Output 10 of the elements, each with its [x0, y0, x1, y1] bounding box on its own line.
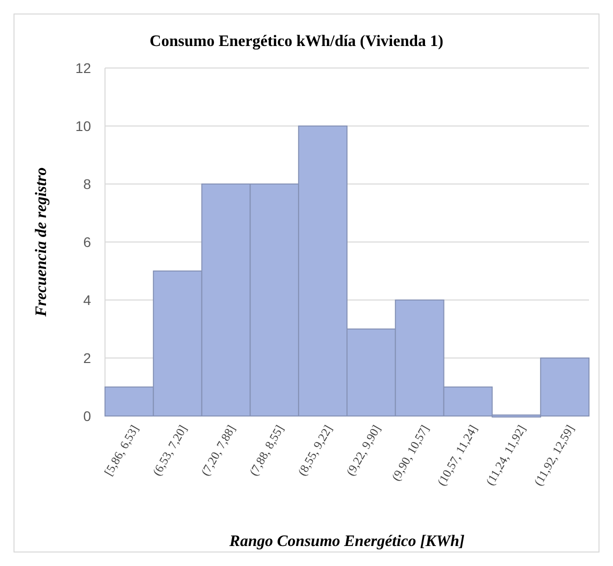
y-tick-label: 10	[75, 118, 92, 134]
y-tick-label: 6	[83, 234, 92, 250]
y-tick-label: 0	[83, 408, 92, 424]
y-tick-label: 8	[83, 176, 92, 192]
y-tick-label: 2	[83, 350, 92, 366]
x-axis-title: Rango Consumo Energético [KWh]	[228, 533, 465, 550]
y-tick-label: 4	[83, 292, 92, 308]
chart-title: Consumo Energético kWh/día (Vivienda 1)	[150, 33, 444, 50]
y-tick-label: 12	[75, 60, 92, 76]
y-axis-title: Frecuencia de registro	[33, 167, 50, 318]
